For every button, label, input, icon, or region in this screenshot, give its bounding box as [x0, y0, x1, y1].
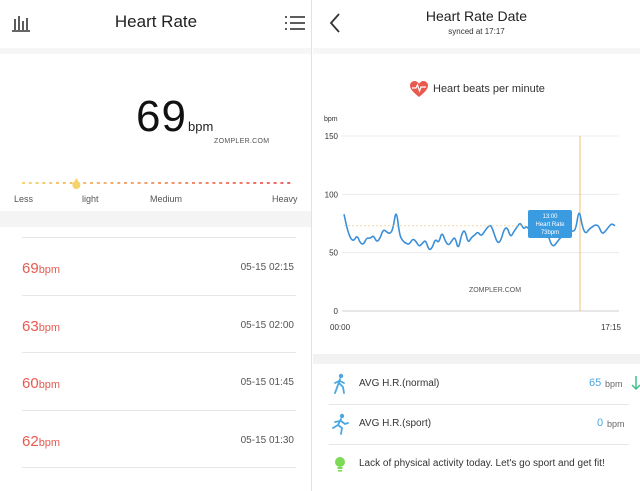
tooltip-time: 13:00 [542, 214, 558, 220]
record-value: 63 [22, 317, 39, 335]
y-tick-label: 150 [325, 132, 339, 141]
list-end [22, 467, 296, 477]
avg-normal-row: AVG H.R.(normal) 65 bpm [329, 364, 640, 404]
y-tick-label: 100 [325, 190, 339, 199]
section-divider [313, 354, 640, 364]
y-tick-label: 50 [329, 249, 338, 258]
avg-normal-value: 65 [589, 377, 602, 389]
record-time: 05-15 01:45 [240, 377, 294, 388]
running-icon [332, 413, 349, 435]
avg-sport-unit: bpm [607, 419, 625, 429]
tooltip-value: 73bpm [541, 230, 559, 236]
walking-icon [334, 373, 345, 394]
avg-normal-unit: bpm [605, 379, 623, 389]
tooltip-label: Heart Rate [535, 222, 565, 228]
x-tick-label: 17:15 [601, 323, 622, 332]
intensity-marker-tip [72, 178, 80, 184]
record-unit: bpm [38, 436, 61, 449]
heart-rate-screen: Heart Rate 69 bpm ZOMPLER.COM Less light… [0, 0, 312, 491]
scale-label-light: light [82, 194, 99, 204]
record-value: 62 [22, 432, 39, 450]
list-item[interactable]: 60bpm 05-15 01:45 [22, 352, 296, 410]
list-item[interactable]: 62bpm 05-15 01:30 [22, 409, 296, 468]
heart-rate-detail-screen: Heart Rate Date synced at 17:17 Heart be… [313, 0, 640, 491]
scale-label-less: Less [14, 194, 34, 204]
record-unit: bpm [38, 264, 61, 276]
legend-label: Heart beats per minute [433, 83, 545, 95]
record-unit: bpm [38, 379, 61, 391]
watermark: ZOMPLER.COM [214, 138, 270, 145]
list-item[interactable]: 63bpm 05-15 02:00 [22, 294, 296, 353]
header-shadow [313, 48, 640, 54]
list-item[interactable]: 69bpm 05-15 02:15 [22, 237, 296, 295]
heart-rate-chart[interactable]: bpm 150 100 50 0 00:00 17:15 13:00 Heart Rate 73b… [313, 108, 640, 343]
history-list: 69bpm 05-15 02:15 63bpm 05-15 02:00 60bp… [22, 237, 296, 477]
header-shadow [0, 48, 311, 54]
avg-normal-label: AVG H.R.(normal) [359, 378, 440, 389]
record-time: 05-15 02:00 [240, 319, 294, 331]
current-unit: bpm [188, 119, 214, 134]
record-value: 69 [22, 260, 39, 277]
y-axis-label: bpm [324, 116, 338, 123]
heart-rate-line [343, 212, 616, 251]
heart-icon [410, 81, 428, 97]
avg-sport-row: AVG H.R.(sport) 0 bpm [329, 404, 633, 444]
y-tick-label: 0 [334, 307, 339, 316]
back-icon[interactable] [327, 12, 343, 34]
chart-legend: Heart beats per minute [409, 80, 545, 100]
section-divider [0, 211, 311, 227]
header: Heart Rate Date synced at 17:17 [313, 0, 640, 48]
row-divider [329, 404, 629, 405]
record-unit: bpm [38, 321, 61, 334]
record-time: 05-15 02:15 [240, 262, 294, 273]
page-title: Heart Rate [114, 12, 198, 31]
watermark: ZOMPLER.COM [469, 287, 521, 294]
current-value: 69 [136, 92, 187, 141]
row-divider [329, 444, 629, 445]
intensity-scale [22, 178, 291, 189]
tooltip-box [528, 210, 572, 238]
lightbulb-icon [335, 457, 345, 472]
page-title: Heart Rate Date [425, 8, 528, 24]
record-value: 60 [22, 375, 39, 392]
current-heart-rate: 69 bpm [136, 92, 213, 142]
avg-sport-label: AVG H.R.(sport) [359, 418, 432, 429]
record-time: 05-15 01:30 [240, 434, 294, 446]
scale-label-heavy: Heavy [272, 194, 298, 204]
avg-sport-value: 0 [597, 417, 604, 429]
menu-icon[interactable] [282, 10, 308, 36]
x-tick-label: 00:00 [330, 323, 351, 332]
activity-tip: Lack of physical activity today. Let's g… [359, 458, 605, 469]
header: Heart Rate [0, 0, 311, 48]
down-arrow-icon [631, 376, 640, 391]
sync-status: synced at 17:17 [448, 27, 505, 36]
scale-label-medium: Medium [150, 194, 183, 204]
bar-chart-icon[interactable] [8, 10, 34, 36]
